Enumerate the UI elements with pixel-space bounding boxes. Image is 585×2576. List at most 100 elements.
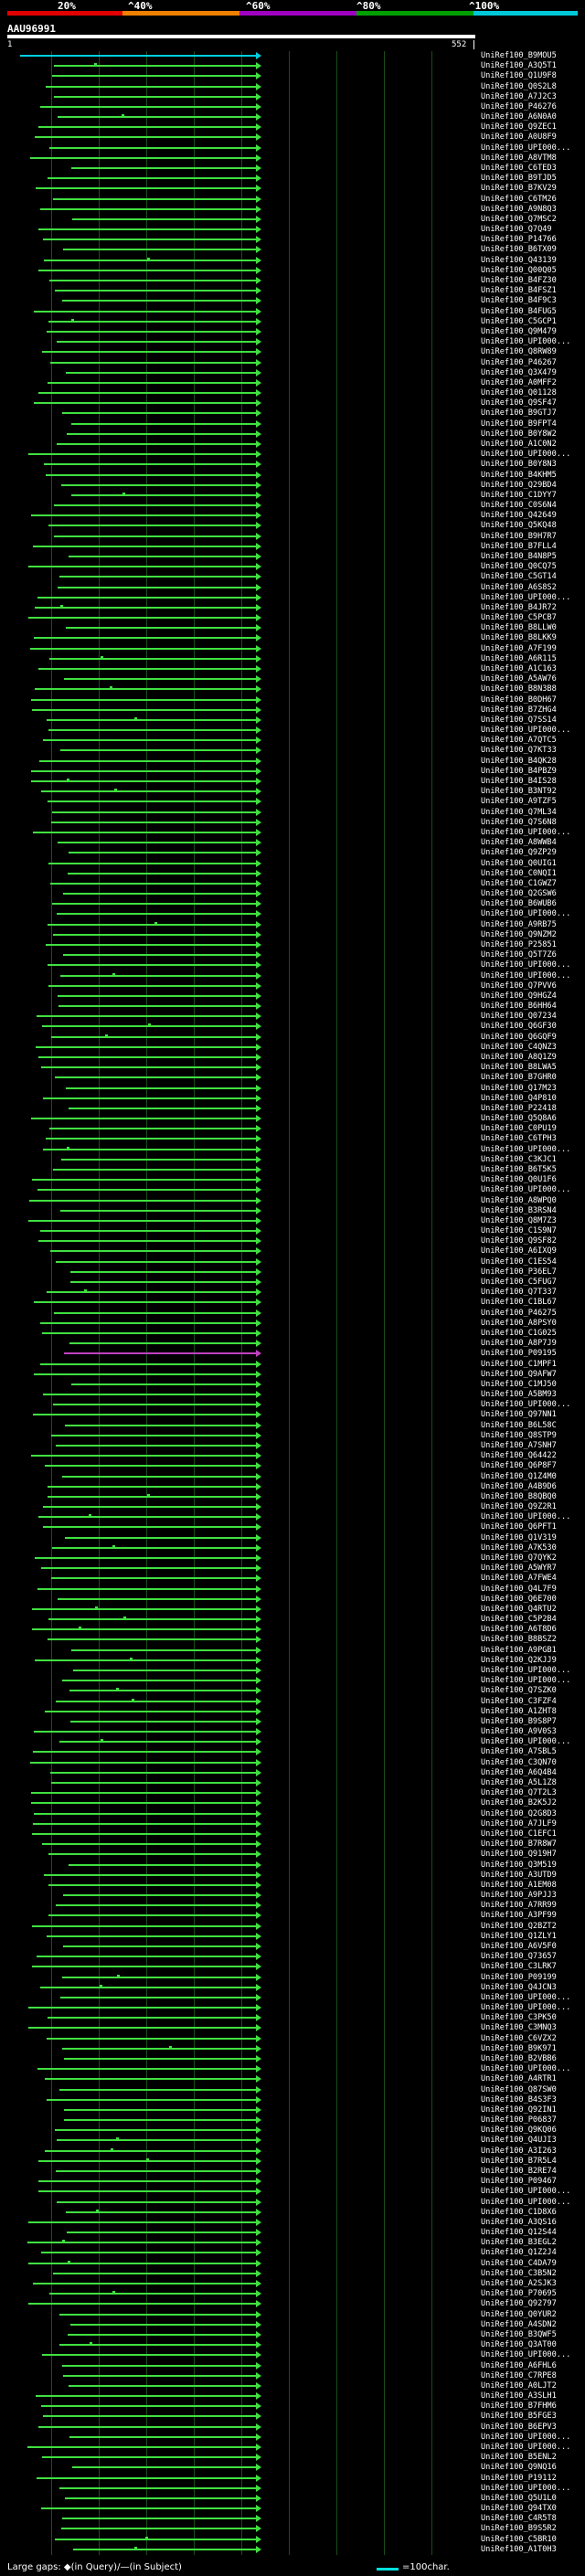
hit-id-link[interactable]: UniRef100_Q9SF82	[481, 1236, 557, 1246]
hit-row[interactable]: UniRef100_B2RE74	[0, 2167, 585, 2176]
hit-row[interactable]: UniRef100_A7F199	[0, 644, 585, 653]
hit-row[interactable]: UniRef100_A8WWB4	[0, 838, 585, 847]
hit-row[interactable]: UniRef100_Q2G8D3	[0, 1809, 585, 1818]
hit-id-link[interactable]: UniRef100_UPI000...	[481, 337, 571, 347]
hit-row[interactable]: UniRef100_B7ZHG4	[0, 705, 585, 715]
hit-id-link[interactable]: UniRef100_B7ZHG4	[481, 705, 557, 715]
hit-id-link[interactable]: UniRef100_A3Q5T1	[481, 61, 557, 71]
hit-id-link[interactable]: UniRef100_C1BL67	[481, 1298, 557, 1308]
hit-id-link[interactable]: UniRef100_Q6E700	[481, 1594, 557, 1604]
hit-id-link[interactable]: UniRef100_Q94TX0	[481, 2504, 557, 2514]
hit-row[interactable]: UniRef100_Q7QYK2	[0, 1553, 585, 1563]
hit-id-link[interactable]: UniRef100_C7RPE8	[481, 2370, 557, 2380]
hit-id-link[interactable]: UniRef100_P36EL7	[481, 1267, 557, 1277]
hit-id-link[interactable]: UniRef100_Q8M7Z3	[481, 1215, 557, 1225]
hit-row[interactable]: UniRef100_C3FZF4	[0, 1697, 585, 1706]
hit-row[interactable]: UniRef100_A6N0A0	[0, 112, 585, 122]
hit-id-link[interactable]: UniRef100_A8P7J9	[481, 1339, 557, 1349]
hit-row[interactable]: UniRef100_Q9AFW7	[0, 1370, 585, 1379]
hit-row[interactable]: UniRef100_B9S8P7	[0, 1717, 585, 1726]
hit-id-link[interactable]: UniRef100_UPI000...	[481, 726, 571, 736]
hit-row[interactable]: UniRef100_B4KHM5	[0, 471, 585, 480]
hit-row[interactable]: UniRef100_A3PF99	[0, 1911, 585, 1920]
hit-id-link[interactable]: UniRef100_A9TZF5	[481, 797, 557, 807]
hit-id-link[interactable]: UniRef100_A7F199	[481, 643, 557, 653]
hit-id-link[interactable]: UniRef100_C1D8X6	[481, 2207, 557, 2217]
hit-row[interactable]: UniRef100_Q9SF47	[0, 398, 585, 408]
hit-id-link[interactable]: UniRef100_C1MJ50	[481, 1379, 557, 1389]
hit-row[interactable]: UniRef100_Q6PFT1	[0, 1522, 585, 1532]
hit-id-link[interactable]: UniRef100_A5BM93	[481, 1390, 557, 1400]
hit-id-link[interactable]: UniRef100_C1DYY7	[481, 490, 557, 500]
hit-id-link[interactable]: UniRef100_Q1Z4M0	[481, 1471, 557, 1481]
hit-id-link[interactable]: UniRef100_A8VTM8	[481, 153, 557, 163]
hit-id-link[interactable]: UniRef100_P70695	[481, 2289, 557, 2299]
hit-id-link[interactable]: UniRef100_C1EFC1	[481, 1829, 557, 1839]
hit-id-link[interactable]: UniRef100_C4QNZ3	[481, 1042, 557, 1052]
hit-row[interactable]: UniRef100_A3I263	[0, 2147, 585, 2156]
hit-row[interactable]: UniRef100_A9N8Q3	[0, 205, 585, 214]
hit-id-link[interactable]: UniRef100_Q7QYK2	[481, 1553, 557, 1563]
hit-id-link[interactable]: UniRef100_Q2GSW6	[481, 889, 557, 899]
hit-id-link[interactable]: UniRef100_B7KV29	[481, 184, 557, 194]
hit-id-link[interactable]: UniRef100_A5WYR7	[481, 1564, 557, 1574]
hit-id-link[interactable]: UniRef100_P09199	[481, 1972, 557, 1982]
hit-row[interactable]: UniRef100_A7K530	[0, 1543, 585, 1553]
hit-id-link[interactable]: UniRef100_B0Y8N3	[481, 460, 557, 470]
hit-row[interactable]: UniRef100_C7RPE8	[0, 2371, 585, 2380]
hit-id-link[interactable]: UniRef100_C1GWZ7	[481, 878, 557, 888]
hit-id-link[interactable]: UniRef100_B9K971	[481, 2043, 557, 2053]
hit-id-link[interactable]: UniRef100_B4FSZ1	[481, 286, 557, 296]
hit-row[interactable]: UniRef100_UPI000...	[0, 2350, 585, 2359]
hit-row[interactable]: UniRef100_C4R5T8	[0, 2514, 585, 2523]
hit-row[interactable]: UniRef100_A8VTM8	[0, 154, 585, 163]
hit-row[interactable]: UniRef100_A5L1Z8	[0, 1778, 585, 1787]
hit-id-link[interactable]: UniRef100_A7SNH7	[481, 1440, 557, 1450]
hit-id-link[interactable]: UniRef100_B6TX09	[481, 245, 557, 255]
hit-id-link[interactable]: UniRef100_UPI000...	[481, 1737, 571, 1747]
hit-id-link[interactable]: UniRef100_A1C163	[481, 664, 557, 674]
hit-row[interactable]: UniRef100_A7J2C3	[0, 92, 585, 101]
hit-id-link[interactable]: UniRef100_Q3AT00	[481, 2340, 557, 2350]
hit-row[interactable]: UniRef100_A1C163	[0, 664, 585, 673]
hit-id-link[interactable]: UniRef100_B6HH64	[481, 1002, 557, 1012]
hit-id-link[interactable]: UniRef100_Q0UIG1	[481, 858, 557, 868]
hit-id-link[interactable]: UniRef100_Q1ZLY1	[481, 1931, 557, 1941]
hit-id-link[interactable]: UniRef100_C4DA79	[481, 2258, 557, 2268]
hit-id-link[interactable]: UniRef100_A6S8S2	[481, 582, 557, 592]
hit-row[interactable]: UniRef100_UPI000...	[0, 828, 585, 837]
hit-id-link[interactable]: UniRef100_A8PSY0	[481, 1318, 557, 1328]
hit-row[interactable]: UniRef100_B4S3F3	[0, 2095, 585, 2104]
hit-row[interactable]: UniRef100_Q0UIG1	[0, 859, 585, 868]
hit-id-link[interactable]: UniRef100_Q7KT33	[481, 746, 557, 756]
hit-id-link[interactable]: UniRef100_B7R5L4	[481, 2156, 557, 2166]
hit-row[interactable]: UniRef100_Q4RTU2	[0, 1605, 585, 1614]
hit-row[interactable]: UniRef100_B3RSN4	[0, 1206, 585, 1215]
hit-id-link[interactable]: UniRef100_Q17M23	[481, 1083, 557, 1093]
hit-id-link[interactable]: UniRef100_Q0S2L8	[481, 81, 557, 91]
hit-row[interactable]: UniRef100_A1ZHT8	[0, 1707, 585, 1716]
hit-id-link[interactable]: UniRef100_Q8STP9	[481, 1430, 557, 1440]
hit-id-link[interactable]: UniRef100_A0MFF2	[481, 377, 557, 387]
hit-id-link[interactable]: UniRef100_A7JLF9	[481, 1818, 557, 1829]
hit-row[interactable]: UniRef100_Q9HGZ4	[0, 991, 585, 1001]
hit-row[interactable]: UniRef100_C0PU19	[0, 1124, 585, 1133]
hit-id-link[interactable]: UniRef100_Q92IN1	[481, 2104, 557, 2115]
hit-row[interactable]: UniRef100_Q6GF30	[0, 1022, 585, 1031]
hit-id-link[interactable]: UniRef100_Q9ZP29	[481, 848, 557, 858]
hit-id-link[interactable]: UniRef100_C5PCB7	[481, 613, 557, 623]
hit-id-link[interactable]: UniRef100_B2VBB6	[481, 2054, 557, 2063]
hit-id-link[interactable]: UniRef100_A4B9D6	[481, 1481, 557, 1491]
hit-row[interactable]: UniRef100_Q4P810	[0, 1094, 585, 1103]
hit-row[interactable]: UniRef100_B7KV29	[0, 184, 585, 193]
hit-row[interactable]: UniRef100_Q7ML34	[0, 808, 585, 817]
hit-id-link[interactable]: UniRef100_Q7Q49	[481, 225, 552, 235]
hit-row[interactable]: UniRef100_A5AW76	[0, 674, 585, 684]
hit-row[interactable]: UniRef100_Q43139	[0, 256, 585, 265]
hit-row[interactable]: UniRef100_C0S6N4	[0, 501, 585, 510]
hit-row[interactable]: UniRef100_B5ENL2	[0, 2453, 585, 2462]
hit-row[interactable]: UniRef100_C0NQI1	[0, 869, 585, 878]
hit-id-link[interactable]: UniRef100_B4F9C3	[481, 296, 557, 306]
hit-row[interactable]: UniRef100_Q1ZLY1	[0, 1932, 585, 1941]
hit-row[interactable]: UniRef100_UPI000...	[0, 450, 585, 459]
